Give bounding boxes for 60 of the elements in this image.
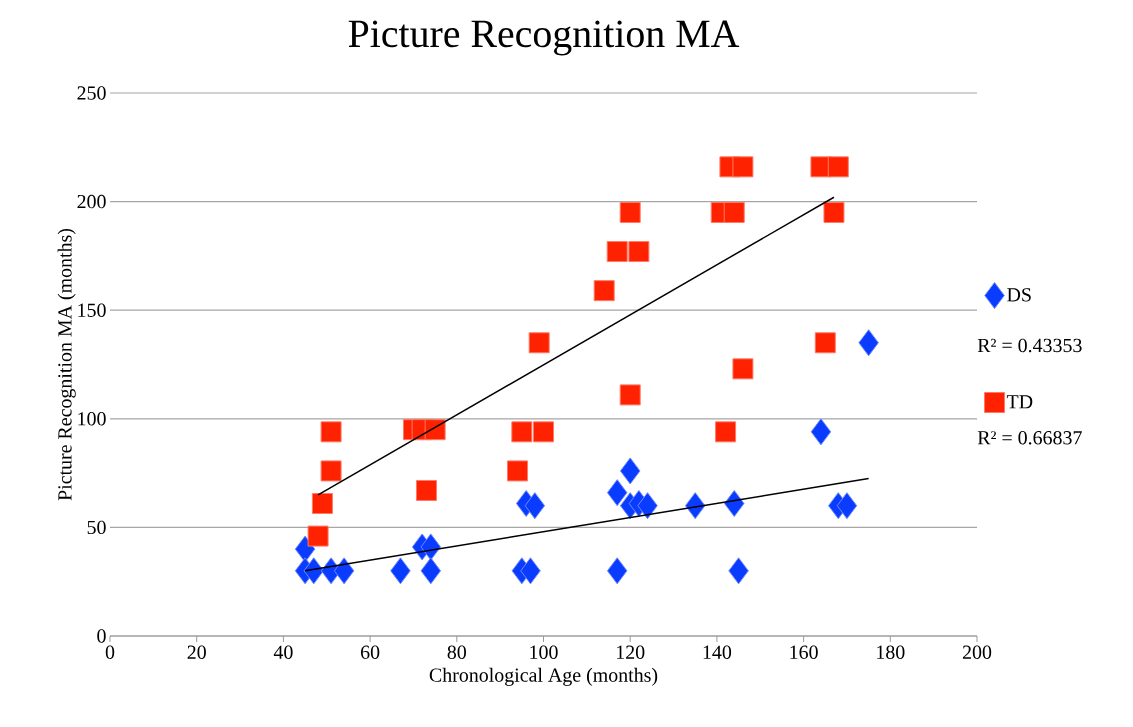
point (533, 421, 554, 443)
point (593, 280, 615, 302)
point (827, 156, 849, 178)
point (836, 492, 858, 520)
point (732, 358, 754, 380)
x-tick-label: 40 (273, 645, 293, 659)
point (619, 201, 641, 223)
point (728, 557, 749, 585)
x-tick-label: 60 (361, 645, 380, 659)
point (524, 492, 546, 520)
point (810, 418, 832, 446)
point (715, 421, 737, 443)
point (619, 457, 641, 485)
point (520, 557, 541, 585)
text: R² = 0.66837 (977, 431, 1082, 445)
text: R² = 0.43353 (977, 338, 1082, 353)
point (637, 492, 658, 520)
x-tick-label: 180 (877, 645, 905, 659)
x-tick-label: 100 (530, 645, 558, 659)
x-tick-label: 160 (790, 645, 818, 659)
x-tick-label: 200 (962, 645, 992, 659)
x-tick-label: 0 (105, 645, 115, 659)
point (823, 201, 845, 223)
point (320, 460, 342, 482)
chart-title: Picture Recognition MA (348, 20, 740, 56)
legend-label: DS (1007, 288, 1031, 302)
point (333, 557, 355, 585)
point (528, 332, 550, 354)
point (511, 421, 533, 443)
point (424, 419, 446, 441)
legend-label: TD (1006, 395, 1033, 409)
point (507, 460, 528, 482)
y-tick-label: 0 (97, 629, 106, 643)
point (606, 241, 628, 263)
point (628, 241, 650, 263)
y-tick-label: 50 (87, 520, 106, 535)
x-tick-label: 120 (617, 645, 645, 659)
point (320, 421, 342, 443)
point (307, 525, 329, 547)
point (390, 557, 411, 585)
point (723, 201, 745, 223)
point (606, 557, 628, 585)
y-tick-label: 150 (78, 303, 106, 317)
point (724, 490, 745, 517)
point (420, 557, 442, 585)
x-tick-label: 80 (447, 645, 467, 659)
point (858, 329, 879, 357)
point (814, 332, 836, 354)
point (311, 493, 333, 514)
x-axis-title: Chronological Age (months) (429, 667, 658, 686)
y-tick-label: 100 (78, 412, 106, 426)
y-axis-title: Picture Recognition MA (months) (57, 228, 76, 501)
x-tick-label: 20 (187, 645, 206, 659)
point (415, 479, 437, 501)
y-tick-label: 250 (77, 86, 106, 100)
point (606, 479, 628, 507)
x-tick-label: 140 (703, 645, 732, 659)
y-tick-label: 200 (77, 194, 106, 209)
point (619, 384, 641, 406)
point (732, 156, 754, 178)
